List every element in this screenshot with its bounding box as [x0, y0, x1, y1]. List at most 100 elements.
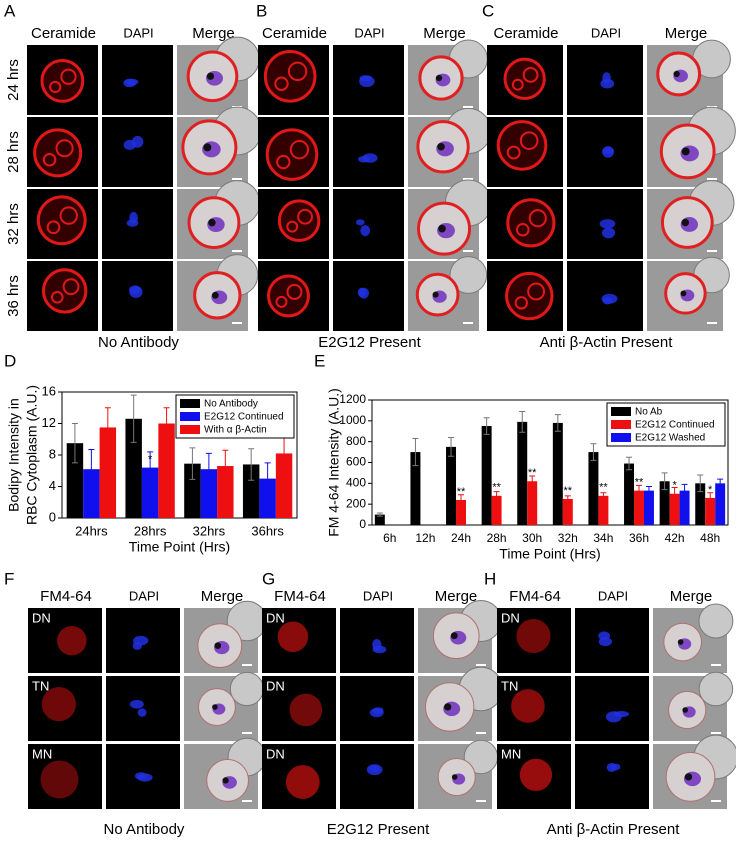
- bar: [679, 490, 690, 525]
- bar: [275, 453, 293, 518]
- micrograph: [408, 107, 492, 187]
- column-header: DAPI: [598, 588, 628, 603]
- x-tick-label: 6h: [383, 531, 396, 545]
- panel-caption: No Antibody: [104, 821, 185, 838]
- nucleus: [602, 297, 613, 305]
- bar: [141, 467, 159, 518]
- micrograph: [487, 189, 563, 259]
- vesicle: [50, 290, 64, 304]
- row-tag: TN: [32, 678, 49, 693]
- vesicle: [287, 61, 308, 82]
- significance-mark: **: [564, 485, 573, 497]
- significance-mark: *: [708, 484, 713, 496]
- micrograph: [333, 117, 404, 187]
- error-bar: [458, 494, 464, 506]
- nucleus: [602, 146, 615, 158]
- error-bar: [707, 492, 714, 504]
- cell: [229, 671, 264, 707]
- column-header: FM4-64: [274, 588, 326, 605]
- x-tick-label: 48h: [700, 531, 720, 545]
- legend-swatch: [611, 433, 631, 442]
- micrograph: [184, 671, 264, 741]
- vesicle: [514, 296, 529, 310]
- legend-swatch: [180, 425, 200, 434]
- vesicle: [49, 80, 62, 94]
- legend-swatch: [611, 420, 631, 429]
- row-tag: DN: [266, 678, 285, 693]
- cell: [698, 671, 734, 707]
- panel-letter: B: [256, 1, 267, 20]
- micrograph: [653, 603, 734, 673]
- significance-mark: **: [599, 482, 608, 494]
- micrograph: [647, 256, 730, 331]
- x-tick-label: 24hrs: [75, 523, 108, 538]
- row-tag: DN: [266, 610, 285, 625]
- micrograph: [184, 737, 267, 809]
- vesicle: [42, 152, 57, 167]
- error-bar: [493, 491, 500, 501]
- column-header: Ceramide: [493, 25, 558, 42]
- micrograph-bg: [575, 676, 649, 741]
- error-bar: [88, 448, 95, 490]
- micrograph: [497, 744, 571, 809]
- nucleus: [129, 285, 142, 294]
- bar: [410, 452, 421, 525]
- micrograph-bg: [102, 117, 173, 187]
- bar: [184, 463, 201, 518]
- error-bar: [71, 423, 78, 464]
- micrograph: [418, 666, 504, 741]
- nucleus: [125, 78, 139, 86]
- vesicle: [289, 139, 310, 160]
- hemozoin: [450, 632, 458, 640]
- micrograph: [567, 189, 643, 259]
- micrograph: [262, 608, 336, 673]
- stain: [516, 618, 551, 654]
- micrograph: [653, 671, 734, 741]
- error-bar: [205, 452, 212, 486]
- panel-caption: No Antibody: [98, 334, 179, 351]
- legend-label: E2G12 Continued: [635, 420, 715, 431]
- y-tick-label: 1200: [339, 392, 366, 406]
- vesicle: [46, 220, 61, 235]
- y-tick-label: 200: [346, 496, 366, 510]
- error-bar: [147, 451, 154, 484]
- error-bar: [448, 437, 455, 457]
- micrograph: [487, 117, 563, 187]
- y-tick-label: 600: [346, 455, 366, 469]
- vesicle: [59, 206, 78, 225]
- micrograph: [258, 261, 329, 331]
- stain: [289, 693, 323, 727]
- hemozoin: [435, 74, 443, 82]
- panel-caption: Anti β-Actin Present: [547, 821, 681, 838]
- micrograph: [497, 608, 571, 673]
- stain: [519, 758, 553, 791]
- error-bar: [130, 394, 137, 443]
- error-bar: [671, 487, 678, 501]
- vesicle: [62, 278, 80, 296]
- micrograph-bg: [102, 45, 173, 115]
- legend-swatch: [180, 412, 200, 421]
- row-tag: DN: [266, 746, 285, 761]
- legend-label: E2G12 Washed: [635, 433, 705, 444]
- error-bar: [519, 410, 526, 433]
- vesicle: [522, 66, 539, 83]
- legend-label: No Antibody: [204, 399, 258, 410]
- hemozoin: [673, 70, 680, 78]
- micrograph-bg: [106, 676, 180, 741]
- micrograph: [177, 36, 260, 115]
- x-tick-label: 36hrs: [251, 523, 284, 538]
- error-bar: [636, 484, 642, 497]
- x-tick-label: 34h: [593, 531, 613, 545]
- vesicle: [274, 76, 289, 91]
- micrograph: [102, 117, 173, 187]
- row-tag: MN: [501, 746, 521, 761]
- vesicle: [519, 131, 539, 150]
- nucleus: [132, 641, 142, 650]
- legend-label: With α β-Actin: [204, 425, 267, 436]
- vesicle: [511, 78, 524, 91]
- micrograph: [177, 254, 259, 331]
- micrograph: [575, 744, 649, 809]
- micrograph: [27, 261, 98, 331]
- panel-letter: F: [4, 569, 14, 588]
- bar: [491, 495, 502, 525]
